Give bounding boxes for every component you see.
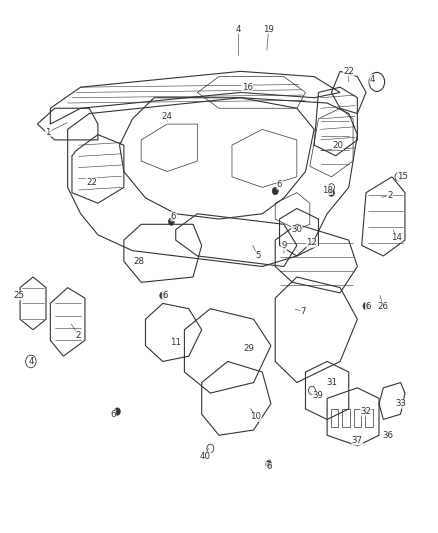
Text: 16: 16 — [242, 83, 253, 92]
Text: 4: 4 — [370, 75, 375, 84]
Circle shape — [363, 302, 369, 310]
Text: 10: 10 — [250, 413, 261, 421]
Text: 33: 33 — [395, 399, 406, 408]
Text: 2: 2 — [76, 330, 81, 340]
Text: 1: 1 — [46, 127, 51, 136]
Circle shape — [160, 292, 166, 299]
Text: 5: 5 — [255, 252, 261, 261]
Text: 24: 24 — [162, 112, 173, 120]
Circle shape — [266, 461, 272, 468]
Circle shape — [168, 218, 174, 225]
Text: 28: 28 — [134, 257, 145, 266]
Circle shape — [328, 189, 335, 196]
Text: 30: 30 — [291, 225, 302, 234]
Text: 39: 39 — [312, 391, 323, 400]
Bar — [331, 409, 338, 427]
Text: 4: 4 — [236, 25, 241, 34]
Text: 6: 6 — [365, 302, 371, 311]
Circle shape — [272, 188, 278, 195]
Text: 22: 22 — [86, 177, 97, 187]
Bar — [353, 409, 361, 427]
Text: 6: 6 — [266, 463, 272, 471]
Text: 4: 4 — [28, 357, 34, 366]
Text: 20: 20 — [332, 141, 343, 150]
Text: 26: 26 — [378, 302, 389, 311]
Text: 6: 6 — [277, 180, 283, 189]
Text: 29: 29 — [244, 344, 255, 353]
Text: 6: 6 — [162, 291, 168, 300]
Text: 6: 6 — [110, 410, 116, 419]
Text: 37: 37 — [352, 436, 363, 445]
Text: 18: 18 — [321, 185, 332, 195]
Text: 9: 9 — [281, 241, 286, 250]
Text: 15: 15 — [397, 172, 408, 181]
Bar — [342, 409, 350, 427]
Text: 32: 32 — [360, 407, 371, 416]
Text: 22: 22 — [343, 67, 354, 76]
Bar — [365, 409, 373, 427]
Text: 25: 25 — [14, 291, 25, 300]
Text: 12: 12 — [307, 238, 318, 247]
Text: 36: 36 — [382, 431, 393, 440]
Text: 14: 14 — [391, 233, 402, 242]
Text: 7: 7 — [300, 307, 306, 316]
Text: 6: 6 — [171, 212, 177, 221]
Text: 11: 11 — [170, 338, 181, 348]
Circle shape — [114, 408, 120, 415]
Text: 19: 19 — [263, 25, 274, 34]
Text: 31: 31 — [326, 378, 337, 387]
Text: 40: 40 — [200, 452, 211, 461]
Text: 2: 2 — [387, 191, 392, 200]
